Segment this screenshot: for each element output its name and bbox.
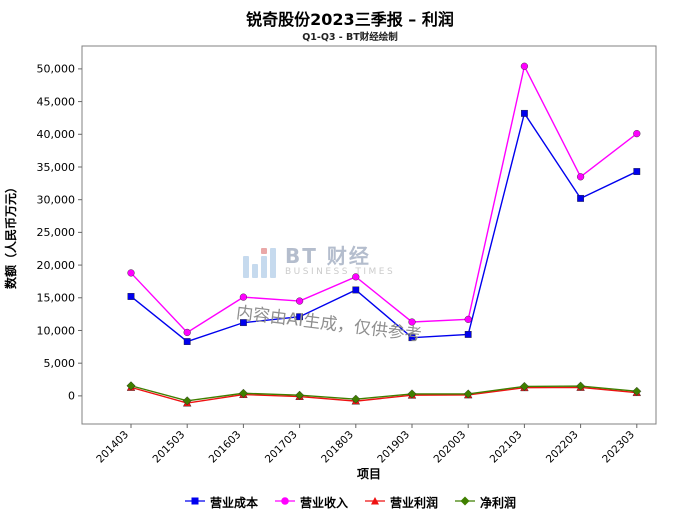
x-axis-title: 项目 <box>357 467 381 481</box>
svg-text:5,000: 5,000 <box>44 357 76 370</box>
legend-item-operating-profit: 营业利润 <box>364 494 438 511</box>
legend-label: 净利润 <box>480 496 517 510</box>
legend-label: 营业利润 <box>390 496 439 510</box>
svg-text:25,000: 25,000 <box>37 226 76 239</box>
svg-text:35,000: 35,000 <box>37 161 76 174</box>
svg-text:30,000: 30,000 <box>37 193 76 206</box>
plot-area: 0 5,000 10,000 15,000 20,000 25,000 30,000 35,0… <box>37 45 657 466</box>
svg-text:202003: 202003 <box>431 429 468 466</box>
svg-text:10,000: 10,000 <box>37 324 76 337</box>
svg-text:202203: 202203 <box>544 429 581 466</box>
svg-text:50,000: 50,000 <box>37 63 76 76</box>
svg-text:15,000: 15,000 <box>37 292 76 305</box>
svg-text:201503: 201503 <box>150 429 187 466</box>
line-chart: 0 5,000 10,000 15,000 20,000 25,000 30,000 35,0… <box>3 45 657 481</box>
series-marker-diamond-icon <box>454 495 476 510</box>
series-marker-square-icon <box>184 495 206 510</box>
svg-text:201403: 201403 <box>94 429 131 466</box>
series-marker-triangle-icon <box>364 495 386 510</box>
svg-text:40,000: 40,000 <box>37 128 76 141</box>
chart-subtitle: Q1-Q3 - BT财经绘制 <box>302 32 398 43</box>
legend-item-operating-revenue: 营业收入 <box>274 494 348 511</box>
chart-title: 锐奇股份2023三季报 – 利润 <box>246 10 454 29</box>
svg-text:202303: 202303 <box>600 429 637 466</box>
legend-item-operating-cost: 营业成本 <box>184 494 258 511</box>
svg-text:201703: 201703 <box>263 429 300 466</box>
svg-text:202103: 202103 <box>488 429 525 466</box>
svg-text:201903: 201903 <box>375 429 412 466</box>
legend-item-net-profit: 净利润 <box>454 494 516 511</box>
svg-text:45,000: 45,000 <box>37 95 76 108</box>
legend-label: 营业成本 <box>209 496 258 510</box>
legend-label: 营业收入 <box>299 496 348 510</box>
svg-text:201803: 201803 <box>319 429 356 466</box>
svg-text:0: 0 <box>68 390 75 403</box>
series-marker-circle-icon <box>274 495 296 510</box>
svg-text:20,000: 20,000 <box>37 259 76 272</box>
y-axis-title: 数额（人民币万元） <box>3 181 18 289</box>
svg-text:201603: 201603 <box>207 429 244 466</box>
legend: 营业成本 营业收入 营业利润 净利润 <box>0 494 700 511</box>
